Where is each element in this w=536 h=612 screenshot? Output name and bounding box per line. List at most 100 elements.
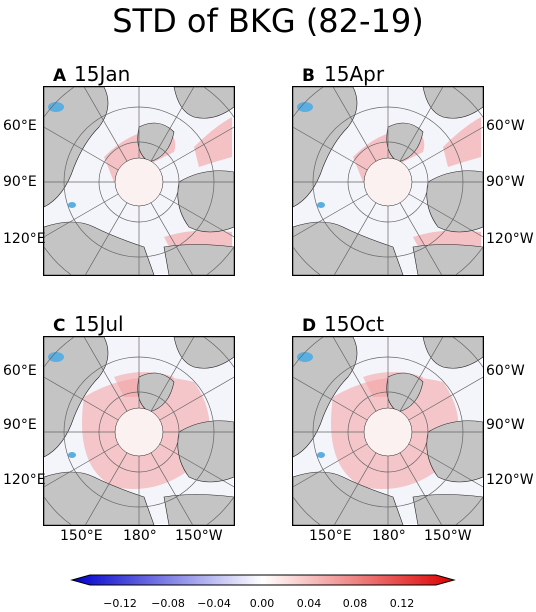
- meridian-line: [399, 202, 443, 275]
- lat-label-90e-c: 90°E: [3, 417, 37, 433]
- polar-region: [114, 157, 164, 207]
- lon-label-150w-d: 150°W: [424, 528, 472, 544]
- meridian-line: [159, 193, 234, 238]
- meridian-line: [44, 126, 119, 171]
- colorbar-tick-label: −0.08: [151, 597, 185, 610]
- lon-label-180-d: 180°: [372, 528, 406, 544]
- lon-label-150e-d: 150°E: [309, 528, 352, 544]
- meridian-line: [293, 193, 368, 238]
- graticule: [44, 337, 234, 525]
- graticule: [293, 337, 483, 525]
- polar-region: [363, 407, 413, 457]
- meridian-line: [150, 452, 194, 525]
- land-mass: [293, 221, 404, 275]
- map-canvas: [44, 337, 234, 525]
- lon-label-150w-c: 150°W: [175, 528, 223, 544]
- graticule: [293, 87, 483, 275]
- lat-label-60w-b: 60°W: [486, 118, 525, 134]
- meridian-line: [293, 376, 368, 421]
- lat-label-60w-d: 60°W: [486, 363, 525, 379]
- lat-label-60e-c: 60°E: [3, 363, 37, 379]
- colorbar-gradient: [70, 574, 456, 586]
- meridian-line: [408, 376, 483, 421]
- lat-label-60e-a: 60°E: [3, 118, 37, 134]
- panel-letter-c: C: [53, 316, 66, 336]
- lat-label-120e-a: 120°E: [3, 231, 46, 247]
- meridian-line: [408, 193, 483, 238]
- panel-letter-b: B: [302, 66, 315, 86]
- meridian-line: [333, 452, 377, 525]
- land-mass: [293, 471, 404, 525]
- panel-date-a: 15Jan: [74, 62, 131, 86]
- map-canvas: [293, 337, 483, 525]
- polar-region: [114, 407, 164, 457]
- colorbar-tick-label: 0.00: [249, 597, 275, 610]
- lake: [48, 352, 64, 362]
- panel-letter-a: A: [53, 66, 67, 86]
- lake: [48, 102, 64, 112]
- meridian-line: [332, 337, 377, 412]
- meridian-line: [150, 337, 195, 412]
- figure-title: STD of BKG (82-19): [112, 2, 424, 40]
- lake: [297, 102, 313, 112]
- meridian-line: [44, 443, 119, 488]
- std-patch: [194, 117, 232, 167]
- panel-date-d: 15Oct: [324, 312, 385, 336]
- polar-region: [363, 157, 413, 207]
- meridian-line: [83, 87, 128, 162]
- lat-label-120w-d: 120°W: [486, 472, 534, 488]
- meridian-line: [159, 443, 234, 488]
- colorbar-tick-label: −0.12: [103, 597, 137, 610]
- map-canvas: [44, 87, 234, 275]
- meridian-line: [84, 452, 128, 525]
- lat-label-90e-a: 90°E: [3, 174, 37, 190]
- lake: [317, 202, 325, 208]
- meridian-line: [399, 337, 444, 412]
- meridian-line: [293, 126, 368, 171]
- lake: [317, 452, 325, 458]
- panel-date-c: 15Jul: [74, 312, 124, 336]
- meridian-line: [333, 202, 377, 275]
- colorbar: [70, 574, 456, 586]
- meridian-line: [44, 376, 119, 421]
- land-mass: [426, 420, 483, 483]
- meridian-line: [399, 452, 443, 525]
- meridian-line: [332, 87, 377, 162]
- meridian-line: [44, 193, 119, 238]
- meridian-line: [83, 337, 128, 412]
- lon-label-150e-c: 150°E: [60, 528, 103, 544]
- meridian-line: [159, 126, 234, 171]
- map-panel-c: [43, 336, 235, 526]
- meridian-line: [84, 202, 128, 275]
- land-mass: [44, 471, 155, 525]
- lake: [68, 452, 76, 458]
- colorbar-tick-label: 0.08: [342, 597, 368, 610]
- map-panel-a: [43, 86, 235, 276]
- lat-label-120w-b: 120°W: [486, 231, 534, 247]
- lon-label-180-c: 180°: [123, 528, 157, 544]
- meridian-line: [159, 376, 234, 421]
- lake: [297, 352, 313, 362]
- std-patch: [443, 117, 481, 167]
- land-mass: [293, 337, 358, 458]
- meridian-line: [408, 443, 483, 488]
- land-mass: [44, 337, 109, 458]
- land-mass: [426, 170, 483, 233]
- map-panel-d: [292, 336, 484, 526]
- lat-label-90w-d: 90°W: [486, 417, 525, 433]
- lat-label-90w-b: 90°W: [486, 174, 525, 190]
- map-canvas: [293, 87, 483, 275]
- colorbar-tick-label: 0.04: [296, 597, 322, 610]
- meridian-line: [150, 202, 194, 275]
- map-panel-b: [292, 86, 484, 276]
- panel-letter-d: D: [302, 316, 317, 336]
- meridian-line: [293, 443, 368, 488]
- graticule: [44, 87, 234, 275]
- land-mass: [293, 87, 358, 208]
- meridian-line: [399, 87, 444, 162]
- land-mass: [177, 420, 234, 483]
- meridian-line: [408, 126, 483, 171]
- panel-date-b: 15Apr: [324, 62, 385, 86]
- colorbar-tick-label: 0.12: [389, 597, 415, 610]
- colorbar-tick-label: −0.04: [197, 597, 231, 610]
